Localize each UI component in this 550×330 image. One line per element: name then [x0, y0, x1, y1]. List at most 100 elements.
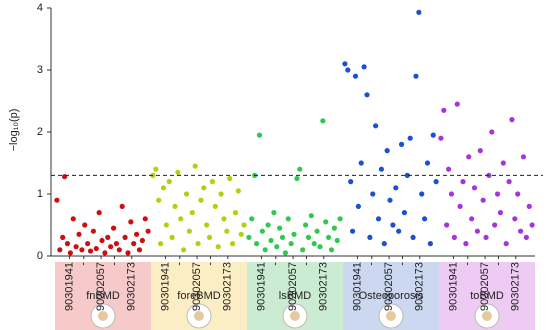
- point: [331, 225, 337, 231]
- point: [142, 216, 148, 222]
- point: [62, 174, 68, 180]
- point: [381, 241, 387, 247]
- point: [198, 197, 204, 203]
- point: [178, 216, 184, 222]
- point: [334, 237, 340, 244]
- point: [474, 228, 480, 234]
- point: [93, 245, 99, 252]
- point: [238, 231, 244, 237]
- point: [139, 237, 145, 244]
- point: [70, 216, 76, 222]
- point: [64, 241, 71, 247]
- point: [262, 247, 268, 253]
- point: [348, 179, 354, 185]
- point: [79, 247, 85, 253]
- x-tick-label: -: [462, 262, 474, 266]
- point: [489, 129, 495, 135]
- point: [285, 216, 291, 222]
- point: [158, 241, 164, 247]
- point: [85, 241, 91, 247]
- point: [494, 191, 501, 197]
- point: [125, 250, 131, 256]
- point: [358, 160, 364, 166]
- point: [305, 234, 312, 240]
- point: [317, 244, 323, 250]
- x-tick-label: -: [108, 262, 120, 266]
- point: [288, 241, 294, 247]
- x-tick-label: -: [366, 262, 378, 266]
- group-icon-detail: [98, 311, 108, 321]
- y-tick-label: 0: [37, 250, 43, 262]
- point: [113, 241, 120, 247]
- group-label: fnBMD: [86, 290, 120, 302]
- point: [134, 231, 140, 237]
- x-tick-label: -: [270, 262, 282, 266]
- point: [373, 123, 379, 129]
- point: [441, 107, 447, 113]
- point: [523, 234, 529, 240]
- point: [76, 231, 82, 237]
- point: [515, 191, 521, 197]
- point: [503, 241, 509, 247]
- point: [271, 210, 277, 216]
- point: [105, 234, 111, 240]
- point: [477, 148, 483, 154]
- point: [221, 216, 227, 222]
- point: [390, 222, 396, 228]
- point: [509, 117, 515, 123]
- group-label: lsBMD: [279, 290, 311, 302]
- point: [102, 250, 108, 256]
- point: [396, 228, 402, 234]
- point: [506, 179, 512, 185]
- point: [153, 166, 159, 172]
- point: [175, 169, 181, 175]
- point: [232, 210, 239, 216]
- point: [183, 191, 190, 197]
- point: [466, 154, 472, 160]
- point: [224, 228, 230, 234]
- point: [241, 222, 247, 228]
- point: [448, 191, 455, 197]
- point: [314, 228, 320, 234]
- group-label: foreBMD: [177, 290, 220, 302]
- x-tick-label: 90301941: [447, 262, 459, 311]
- point: [82, 222, 88, 228]
- point: [259, 228, 265, 234]
- x-tick-label: -: [78, 262, 90, 266]
- point: [407, 135, 413, 141]
- point: [119, 203, 125, 209]
- point: [201, 185, 207, 191]
- y-tick-label: 4: [37, 2, 43, 14]
- point: [163, 222, 169, 228]
- point: [60, 234, 66, 240]
- point: [96, 210, 102, 216]
- point: [393, 185, 399, 191]
- point: [67, 250, 73, 256]
- point: [370, 191, 376, 197]
- point: [361, 64, 367, 70]
- point: [413, 73, 419, 79]
- point: [378, 166, 384, 172]
- point: [90, 228, 96, 234]
- point: [169, 234, 175, 240]
- point: [457, 203, 463, 209]
- point: [451, 234, 457, 240]
- point: [297, 166, 303, 172]
- x-tick-label: 90301941: [159, 262, 171, 311]
- x-tick-label: 90302173: [510, 262, 522, 311]
- point: [326, 234, 332, 240]
- group-icon-detail: [386, 311, 396, 321]
- point: [323, 219, 329, 225]
- point: [204, 222, 210, 228]
- point: [256, 132, 263, 138]
- point: [160, 185, 167, 191]
- point: [116, 247, 122, 253]
- point: [500, 160, 506, 166]
- point: [294, 175, 300, 182]
- point: [419, 191, 425, 197]
- point: [529, 222, 535, 228]
- point: [302, 222, 309, 228]
- group-icon-detail: [482, 311, 492, 321]
- point: [345, 67, 351, 73]
- point: [218, 191, 224, 197]
